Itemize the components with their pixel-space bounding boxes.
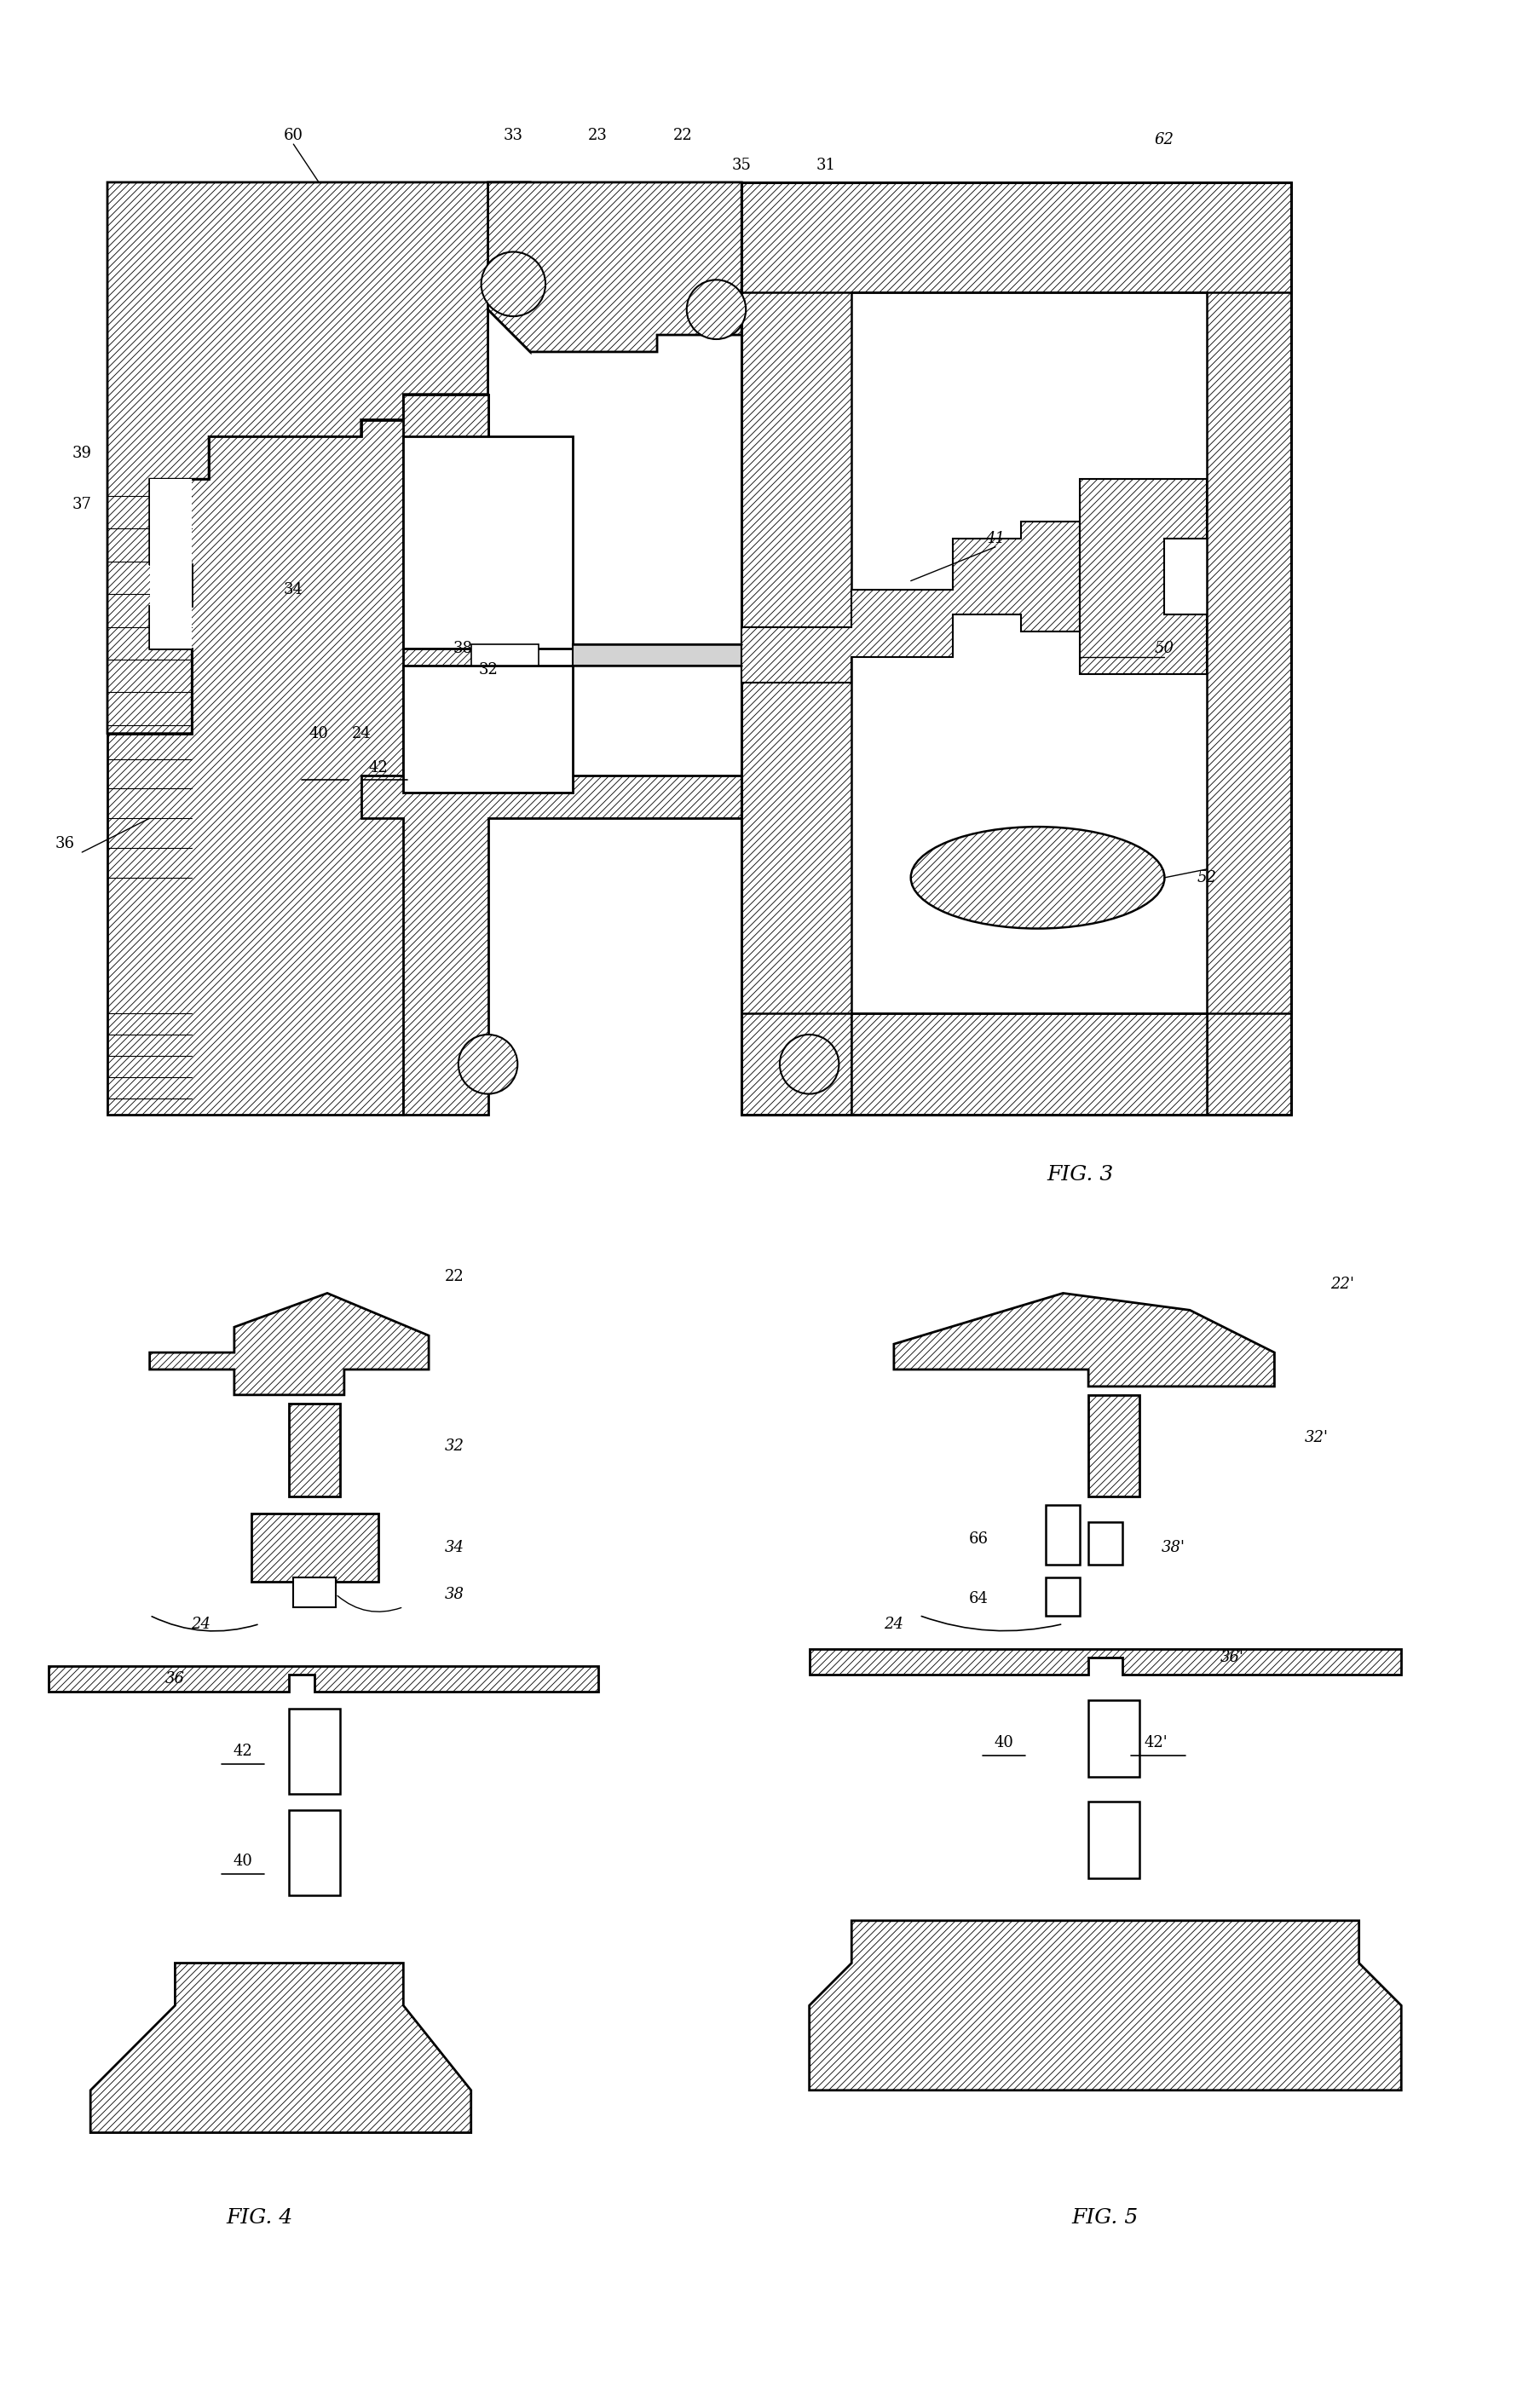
Text: FIG. 4: FIG. 4 [226,2209,293,2228]
Text: 66: 66 [969,1532,987,1546]
Text: 64: 64 [969,1591,987,1606]
Text: 24: 24 [191,1615,209,1632]
Text: 37: 37 [72,498,92,512]
Polygon shape [741,182,1291,1115]
Polygon shape [852,1012,1206,1115]
Text: FIG. 3: FIG. 3 [1046,1165,1113,1185]
Text: 22: 22 [444,1268,464,1285]
Text: 33: 33 [504,127,524,144]
Text: 52: 52 [1197,871,1217,885]
Text: 39: 39 [72,445,92,462]
Text: 34: 34 [444,1541,464,1555]
Text: 24: 24 [351,725,371,742]
Polygon shape [108,182,530,735]
Circle shape [687,280,745,340]
Text: 50: 50 [1153,641,1173,656]
Text: 42': 42' [1144,1735,1167,1749]
Bar [403,665,573,792]
Text: 42: 42 [233,1744,253,1759]
Text: 36: 36 [55,835,75,852]
Text: 41: 41 [986,531,1004,546]
Polygon shape [1080,479,1206,675]
Ellipse shape [910,826,1164,928]
Polygon shape [149,436,209,649]
Text: 35: 35 [731,158,752,172]
Polygon shape [741,522,1080,682]
Text: FIG. 5: FIG. 5 [1072,2209,1138,2228]
Polygon shape [488,182,741,352]
Text: 60: 60 [283,127,303,144]
Polygon shape [741,182,1291,292]
Polygon shape [808,1922,1400,2089]
Bar [1087,1699,1138,1776]
Bar [1046,1577,1080,1615]
Polygon shape [741,1012,852,1115]
Text: 34: 34 [283,581,303,596]
Bar [1087,1395,1138,1496]
Polygon shape [108,395,488,1115]
Polygon shape [149,1292,428,1395]
Text: 62: 62 [1153,132,1173,148]
Text: 23: 23 [588,127,607,144]
Bar [290,1709,340,1792]
Text: 40: 40 [310,725,328,742]
Bar [403,436,573,649]
Polygon shape [893,1292,1274,1386]
Text: 32': 32' [1304,1429,1327,1445]
Text: 38: 38 [453,641,473,656]
Text: 22': 22' [1329,1278,1354,1292]
Polygon shape [1206,1012,1291,1115]
Text: 42: 42 [368,759,388,775]
Bar [852,292,1206,1012]
Text: 31: 31 [816,158,836,172]
Bar [251,1515,377,1582]
Text: 24: 24 [884,1615,902,1632]
Text: 38: 38 [444,1587,464,1601]
Polygon shape [91,1962,471,2132]
Text: 40: 40 [993,1735,1013,1749]
Circle shape [480,251,545,316]
Bar [293,1577,336,1608]
Bar [471,644,539,665]
Text: 32: 32 [444,1438,464,1453]
Bar [290,1402,340,1496]
Text: 36: 36 [165,1670,185,1687]
Bar [1046,1505,1080,1565]
Bar [290,1812,340,1895]
Circle shape [457,1034,517,1094]
Text: 36': 36' [1220,1651,1243,1666]
Bar [1087,1802,1138,1879]
Polygon shape [808,1649,1400,1675]
Circle shape [779,1034,838,1094]
Text: 38': 38' [1161,1541,1184,1555]
Polygon shape [360,395,741,1115]
Polygon shape [48,1666,598,1692]
Text: 22: 22 [673,127,691,144]
Bar [1087,1522,1121,1565]
Text: 40: 40 [233,1855,253,1869]
Text: 32: 32 [477,663,497,677]
Polygon shape [573,644,741,665]
